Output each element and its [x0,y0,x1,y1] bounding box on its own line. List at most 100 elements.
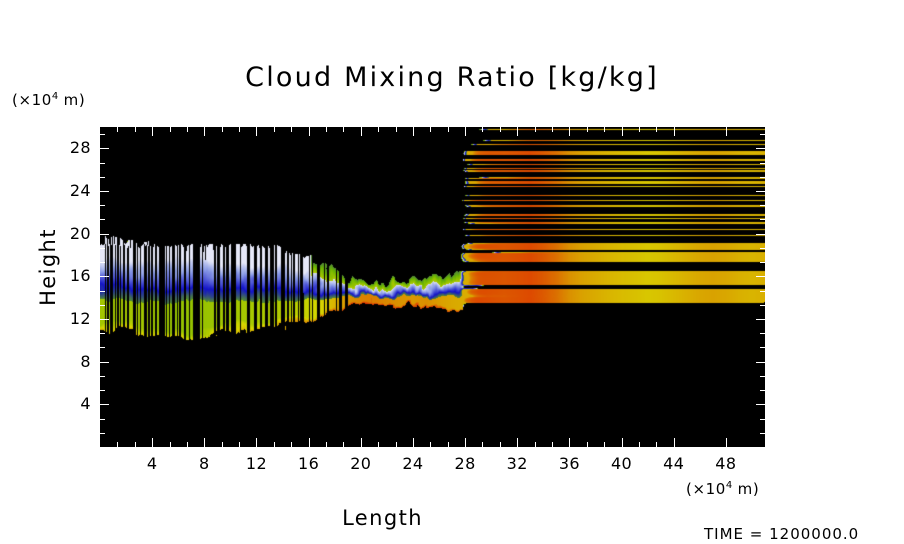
page-title: Cloud Mixing Ratio [kg/kg] [245,62,659,93]
x-minor-tick-top [326,127,327,132]
x-major-tick-top [152,127,154,136]
y-minor-tick-right [760,162,765,164]
x-major-tick [412,438,414,447]
y-major-tick [100,319,109,320]
x-minor-tick-top [430,127,432,132]
x-minor-tick [169,442,171,447]
y-major-tick-right [756,361,765,363]
x-minor-tick [482,442,484,447]
x-tick-label: 36 [558,454,580,473]
x-axis-unit-label: (×104 m) [686,480,759,498]
y-major-tick-right [756,148,765,150]
x-major-tick-top [308,127,310,136]
y-minor-tick-right [760,290,765,292]
y-minor-tick [100,162,105,164]
y-axis-title: Height [36,228,60,306]
y-minor-tick [100,262,105,264]
time-annotation: TIME = 1200000.0 [704,525,860,543]
x-major-tick [308,438,310,447]
x-tick-label: 8 [199,454,210,473]
y-minor-tick [100,247,105,249]
y-minor-tick [100,219,105,221]
x-minor-tick [326,442,327,447]
x-minor-tick-top [552,127,554,132]
x-tick-label: 44 [663,454,685,473]
x-major-tick-top [204,127,206,136]
y-major-tick-right [756,191,765,192]
x-major-tick [465,438,467,447]
y-major-tick-right [756,233,765,235]
x-major-tick-top [673,127,675,136]
x-minor-tick [534,442,536,447]
x-minor-tick-top [169,127,171,132]
y-minor-tick [100,205,105,207]
x-axis-unit-prefix: (×10 [686,480,726,498]
x-minor-tick [343,442,345,447]
cloud-mixing-ratio-field [100,127,765,447]
x-minor-tick [239,442,241,447]
y-minor-tick-right [760,432,765,434]
x-tick-label: 48 [715,454,737,473]
x-tick-label: 16 [298,454,320,473]
y-minor-tick-right [760,134,765,136]
x-major-tick-top [360,127,362,136]
y-major-tick [100,233,109,235]
x-minor-tick-top [586,127,588,132]
y-major-tick [100,361,109,363]
x-tick-label: 28 [454,454,476,473]
x-minor-tick [395,442,397,447]
x-minor-tick-top [273,127,275,132]
y-minor-tick [100,176,105,178]
x-minor-tick [186,442,188,447]
y-tick-label: 12 [69,309,91,328]
x-major-tick-top [465,127,467,136]
y-minor-tick [100,390,105,392]
x-minor-tick-top [534,127,536,132]
y-major-tick [100,404,109,406]
y-axis-unit-label: (×104 m) [12,91,85,109]
x-minor-tick-top [447,127,449,132]
x-minor-tick-top [482,127,484,132]
x-major-tick-top [256,127,258,136]
x-minor-tick [656,442,658,447]
y-minor-tick [100,432,105,434]
y-minor-tick-right [760,219,765,221]
y-major-tick-right [756,404,765,406]
y-minor-tick-right [760,347,765,349]
y-tick-label: 16 [69,266,91,286]
x-axis-unit-exponent: 4 [725,480,733,491]
x-minor-tick-top [186,127,188,132]
x-major-tick-top [725,127,727,136]
y-minor-tick-right [760,176,765,178]
x-minor-tick [604,442,606,447]
x-tick-label: 32 [506,454,528,473]
y-minor-tick [100,333,105,335]
y-tick-label: 24 [69,181,91,200]
y-major-tick-right [756,319,765,320]
y-minor-tick [100,304,105,306]
x-minor-tick-top [499,127,501,132]
x-minor-tick [499,442,501,447]
x-minor-tick-top [221,127,223,132]
x-minor-tick [134,442,136,447]
x-minor-tick [117,442,119,447]
x-minor-tick-top [343,127,345,132]
x-minor-tick-top [117,127,119,132]
x-minor-tick-top [604,127,606,132]
plot-area [100,127,765,447]
x-major-tick [621,438,623,447]
x-tick-label: 24 [402,454,424,473]
y-tick-label: 4 [80,394,91,414]
y-minor-tick-right [760,205,765,207]
x-major-tick [360,438,362,447]
x-minor-tick [447,442,449,447]
x-minor-tick-top [134,127,136,132]
y-major-tick [100,276,109,278]
x-major-tick-top [569,127,571,136]
x-major-tick [152,438,154,447]
x-minor-tick-top [291,127,293,132]
x-minor-tick-top [656,127,658,132]
x-minor-tick-top [638,127,640,132]
x-minor-tick [552,442,554,447]
x-minor-tick-top [395,127,397,132]
